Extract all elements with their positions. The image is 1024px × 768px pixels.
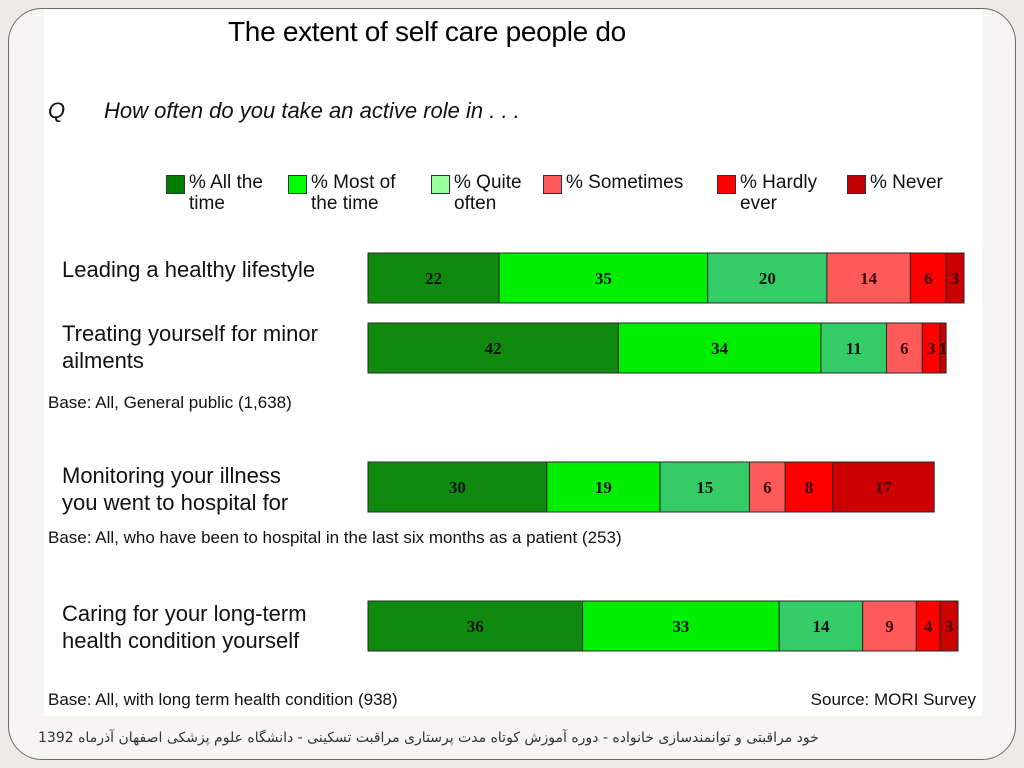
legend-swatch [543,175,562,194]
row-label-minor-ailments: Treating yourself for minor ailments [62,321,318,373]
data-label: 15 [696,478,713,497]
bar-segment [784,461,834,513]
legend-swatch [431,175,450,194]
legend-item-all-the-time: % All the time [166,172,263,214]
bar-segment [862,600,917,652]
data-label: 22 [425,269,442,288]
bar-segment [367,252,500,304]
data-label: 1 [939,339,948,358]
legend-label: % Hardly ever [740,172,818,214]
bar-segment [826,252,911,304]
legend-item-hardly-ever: % Hardly ever [717,172,817,214]
bar-segment [367,461,548,513]
legend-swatch [717,175,736,194]
bar-segment [582,600,780,652]
base-note-long-term-condition: Base: All, with long term health conditi… [48,690,398,709]
bar-segment [748,461,786,513]
legend-item-most-of-the-time: % Most of the time [288,172,395,214]
bar-segment [617,322,822,374]
data-label: 3 [945,617,954,636]
legend-swatch [288,175,307,194]
legend-item-quite-often: % Quite often [431,172,522,214]
bar-segment [939,322,947,374]
data-label: 33 [672,617,689,636]
data-label: 6 [900,339,909,358]
row-label-long-term-condition: Caring for your long-term health conditi… [62,601,307,653]
question-text: How often do you take an active role in … [104,98,520,123]
legend-label: % Quite often [454,172,522,214]
slide-footer: خود مراقبتی و توانمندسازی خانواده - دوره… [38,730,819,746]
data-label: 19 [595,478,612,497]
legend-label: % Most of the time [311,172,396,214]
legend-item-never: % Never [847,172,943,194]
data-label: 20 [759,269,776,288]
bar-row-2: 30 19 15 6 8 17 [367,461,935,513]
data-label: 4 [924,617,933,636]
data-label: 14 [812,617,830,636]
bar-row-0: 22 35 20 14 6 3 [367,252,965,304]
data-label: 3 [927,339,936,358]
bar-segment [886,322,923,374]
data-label: 14 [860,269,878,288]
slide-title: The extent of self care people do [228,16,626,47]
bar-row-1: 42 34 11 6 3 1 [367,322,948,374]
data-label: 11 [846,339,862,358]
data-label: 35 [595,269,612,288]
row-label-healthy-lifestyle: Leading a healthy lifestyle [62,257,316,282]
data-label: 30 [449,478,466,497]
base-note-hospital-patients: Base: All, who have been to hospital in … [48,528,622,547]
source-note: Source: MORI Survey [810,690,976,709]
bar-segment [945,252,965,304]
data-label: 3 [951,269,960,288]
legend-swatch [847,175,866,194]
data-label: 36 [467,617,484,636]
bar-segment [778,600,864,652]
data-label: 8 [805,478,814,497]
bar-segment [367,322,619,374]
data-label: 6 [763,478,772,497]
bar-segment [707,252,828,304]
row-label-monitoring-illness: Monitoring your illness you went to hosp… [62,463,289,515]
bar-segment [832,461,935,513]
bar-segment [939,600,959,652]
legend-swatch [166,175,185,194]
legend-label: % All the time [189,172,263,214]
question-marker: Q [48,98,66,123]
legend-item-sometimes: % Sometimes [543,172,683,194]
legend-label: % Never [870,172,943,193]
legend-label: % Sometimes [566,172,684,193]
data-label: 6 [924,269,933,288]
data-label: 34 [711,339,729,358]
data-label: 9 [885,617,894,636]
data-label: 17 [875,478,893,497]
bar-row-3: 36 33 14 9 4 3 [367,600,959,652]
data-label: 42 [485,339,502,358]
base-note-general-public: Base: All, General public (1,638) [48,393,292,412]
